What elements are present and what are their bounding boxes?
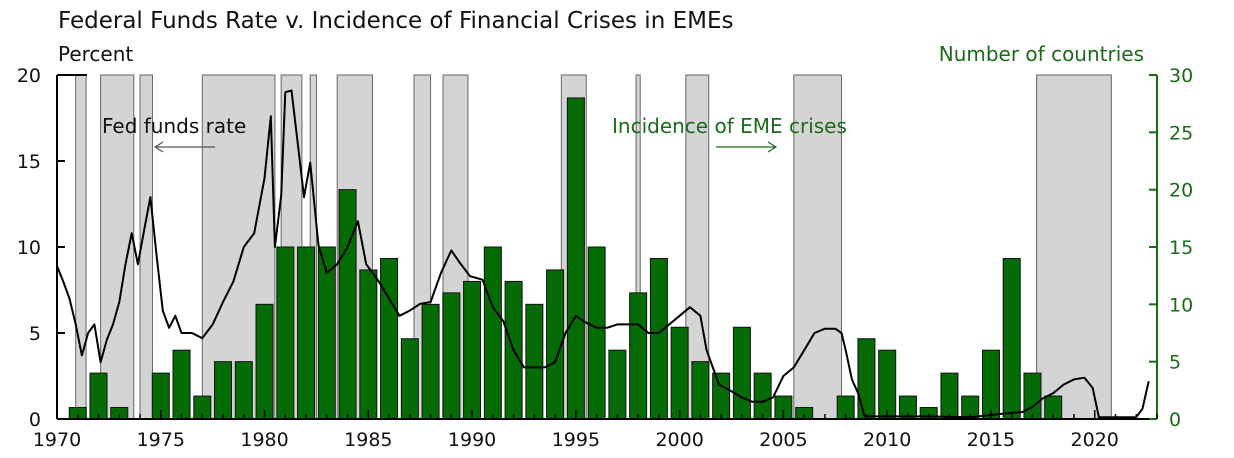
- bar-1980: [255, 303, 274, 420]
- left-tick-label-0: 0: [29, 409, 41, 431]
- bar-1997: [608, 349, 627, 420]
- right-tick-label-15: 15: [1169, 237, 1193, 259]
- bar-1989: [442, 292, 461, 420]
- bar-1976: [172, 349, 191, 420]
- bar-1998: [629, 292, 648, 420]
- x-tick-label-2005: 2005: [759, 429, 807, 451]
- right-tick-label-30: 30: [1169, 65, 1193, 87]
- bar-1999: [649, 257, 668, 420]
- x-tick-label-1990: 1990: [448, 429, 496, 451]
- left-tick-label-10: 10: [17, 237, 41, 259]
- chart-title: Federal Funds Rate v. Incidence of Finan…: [58, 8, 734, 34]
- right-tick-label-0: 0: [1169, 409, 1181, 431]
- bar-1978: [214, 361, 233, 420]
- x-tick-label-2000: 2000: [655, 429, 703, 451]
- fed-funds-annotation: Fed funds rate: [102, 114, 246, 138]
- bar-2013: [940, 372, 959, 420]
- x-tick-label-2010: 2010: [863, 429, 911, 451]
- bar-2016: [1002, 257, 1021, 420]
- bar-2004: [753, 372, 772, 420]
- fed-funds-arrow: [153, 141, 215, 153]
- bar-2003: [732, 326, 751, 420]
- bar-1972: [89, 372, 108, 420]
- bar-1993: [525, 303, 544, 420]
- bar-2017: [1023, 372, 1042, 420]
- bar-1990: [463, 280, 482, 420]
- bar-1979: [234, 361, 253, 420]
- bar-1985: [359, 269, 378, 420]
- bar-1996: [587, 246, 606, 420]
- bar-series-group: [68, 97, 1063, 420]
- fed-funds-line: [56, 89, 1150, 419]
- right-axis-title: Number of countries: [938, 42, 1144, 66]
- bar-2015: [981, 349, 1000, 420]
- line-series-group: [56, 89, 1150, 419]
- x-tick-label-1970: 1970: [33, 429, 81, 451]
- bar-2010: [878, 349, 897, 420]
- bar-1995: [566, 97, 585, 420]
- shade-band-13: [1036, 74, 1112, 420]
- shade-band-0: [75, 74, 87, 420]
- right-tick-label-25: 25: [1169, 122, 1193, 144]
- bar-1986: [380, 257, 399, 420]
- bar-1991: [483, 246, 502, 420]
- shade-band-12: [793, 74, 843, 420]
- right-tick-label-5: 5: [1169, 352, 1181, 374]
- bar-1981: [276, 246, 295, 420]
- x-tick-label-1980: 1980: [240, 429, 288, 451]
- x-tick-label-1975: 1975: [137, 429, 185, 451]
- x-tick-label-2015: 2015: [967, 429, 1015, 451]
- annotations-group: Fed funds rate Incidence of EME crises: [102, 114, 847, 153]
- bar-1988: [421, 303, 440, 420]
- x-tick-label-1985: 1985: [344, 429, 392, 451]
- left-axis-title: Percent: [58, 42, 134, 66]
- bar-2009: [857, 338, 876, 420]
- eme-crises-arrow: [716, 141, 778, 153]
- x-tick-label-1995: 1995: [552, 429, 600, 451]
- x-tick-label-2020: 2020: [1071, 429, 1119, 451]
- bar-2001: [691, 361, 710, 420]
- eme-crises-annotation: Incidence of EME crises: [612, 114, 847, 138]
- bar-1982: [297, 246, 316, 420]
- bar-1984: [338, 189, 357, 420]
- bar-2000: [670, 326, 689, 420]
- right-tick-label-10: 10: [1169, 294, 1193, 316]
- left-tick-label-5: 5: [29, 323, 41, 345]
- right-tick-label-20: 20: [1169, 180, 1193, 202]
- left-tick-label-15: 15: [17, 151, 41, 173]
- left-tick-label-20: 20: [17, 65, 41, 87]
- bar-2002: [712, 372, 731, 420]
- bar-1987: [400, 338, 419, 420]
